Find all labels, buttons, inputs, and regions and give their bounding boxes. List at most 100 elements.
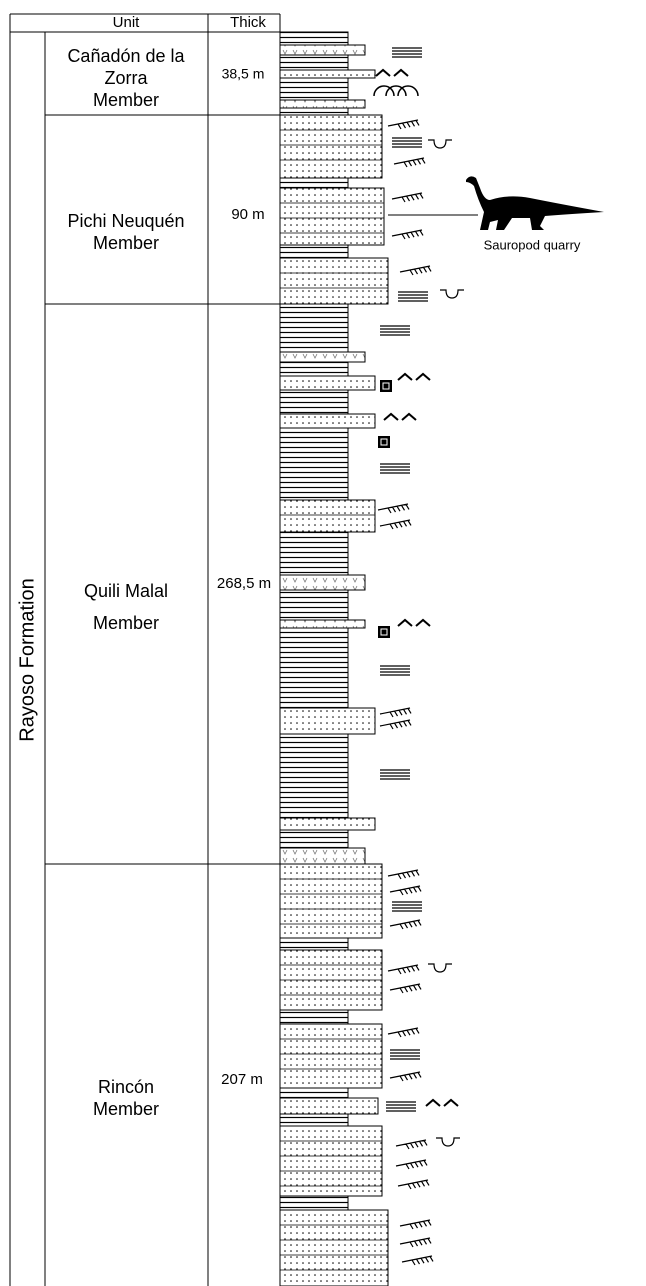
mudstone-bed <box>279 177 349 189</box>
sandstone-bed <box>279 499 376 533</box>
mudstone-bed <box>279 531 349 576</box>
tuff-bed <box>279 44 366 56</box>
tuff-bed <box>279 351 366 363</box>
cross-bedding-symbol <box>391 229 424 240</box>
mudstone-bed <box>279 244 349 259</box>
header-thick: Thick <box>230 14 266 31</box>
mudstone-bed <box>279 627 349 709</box>
mudstone-bed <box>279 361 349 377</box>
thickness: 38,5 m <box>222 66 265 82</box>
mudstone-bed <box>279 107 349 116</box>
cube-symbol <box>378 626 390 638</box>
cross-bedding-symbol <box>389 1071 422 1082</box>
mudstone-bed <box>279 1087 349 1099</box>
sandstone-bed <box>279 187 385 246</box>
chevron-symbol <box>397 372 431 381</box>
cross-bedding-symbol <box>387 964 420 975</box>
mudstone-bed <box>279 733 349 819</box>
sandstone-bed <box>279 257 389 305</box>
cube-symbol <box>380 380 392 392</box>
sandstone-bed <box>279 375 376 391</box>
cube-symbol <box>380 628 388 636</box>
chevron-symbol <box>397 618 431 627</box>
sandstone-bed <box>279 114 383 179</box>
cross-bedding-symbol <box>397 1179 430 1190</box>
member-name: Member <box>93 613 159 633</box>
sandstone-bed <box>279 817 376 831</box>
cube-symbol <box>382 382 390 390</box>
member-name: Pichi Neuquén <box>67 211 184 231</box>
cross-bedding-symbol <box>387 119 420 130</box>
sauropod-silhouette <box>466 176 604 230</box>
member-name: Member <box>93 1099 159 1119</box>
chevron-symbol <box>383 412 417 421</box>
tuff-bed <box>279 99 366 109</box>
sandstone-bed <box>279 69 376 79</box>
burrow-symbol <box>440 289 464 299</box>
sandstone-bed <box>279 1097 379 1115</box>
member-name: Rincón <box>98 1077 154 1097</box>
chevron-symbol <box>375 68 409 77</box>
cross-bedding-symbol <box>377 503 410 514</box>
annotation: Sauropod quarry <box>484 237 581 252</box>
sandstone-bed <box>279 413 376 429</box>
mudstone-bed <box>279 589 349 621</box>
thickness: 207 m <box>221 1071 263 1088</box>
tuff-bed <box>279 574 366 591</box>
member-name: Member <box>93 233 159 253</box>
cross-bedding-symbol <box>399 265 432 276</box>
sandstone-bed <box>279 1125 383 1197</box>
cross-bedding-symbol <box>379 519 412 530</box>
formation-label: Rayoso Formation <box>16 578 38 741</box>
mudstone-bed <box>279 389 349 415</box>
mudstone-bed <box>279 303 349 353</box>
cross-bedding-symbol <box>401 1255 434 1266</box>
cross-bedding-symbol <box>389 983 422 994</box>
member-name: Member <box>93 90 159 110</box>
tuff-bed <box>279 847 366 865</box>
member-name: Zorra <box>104 68 148 88</box>
thickness: 268,5 m <box>217 575 271 592</box>
mudstone-bed <box>279 1009 349 1025</box>
mudstone-bed <box>279 427 349 501</box>
cross-bedding-symbol <box>399 1237 432 1248</box>
cross-bedding-symbol <box>393 157 426 168</box>
sandstone-bed <box>279 1023 383 1089</box>
cross-bedding-symbol <box>389 885 422 896</box>
mudstone-bed <box>279 1113 349 1127</box>
stromatolite-symbol <box>373 85 395 97</box>
mudstone-bed <box>279 937 349 951</box>
chevron-symbol <box>425 1098 459 1107</box>
cross-bedding-symbol <box>387 1027 420 1038</box>
member-name: Cañadón de la <box>67 46 185 66</box>
burrow-symbol <box>436 1137 460 1147</box>
mudstone-bed <box>279 1195 349 1211</box>
cross-bedding-symbol <box>399 1219 432 1230</box>
cross-bedding-symbol <box>391 192 424 203</box>
cross-bedding-symbol <box>379 719 412 730</box>
cross-bedding-symbol <box>395 1159 428 1170</box>
cube-symbol <box>378 436 390 448</box>
burrow-symbol <box>428 963 452 973</box>
cross-bedding-symbol <box>387 869 420 880</box>
mudstone-bed <box>279 31 349 46</box>
cross-bedding-symbol <box>389 919 422 930</box>
mudstone-bed <box>279 77 349 101</box>
cube-symbol <box>380 438 388 446</box>
cross-bedding-symbol <box>395 1139 428 1150</box>
member-name: Quili Malal <box>84 581 168 601</box>
sandstone-bed <box>279 863 383 939</box>
mudstone-bed <box>279 829 349 849</box>
burrow-symbol <box>428 139 452 149</box>
tuff-bed <box>279 619 366 629</box>
sandstone-bed <box>279 707 376 735</box>
thickness: 90 m <box>231 206 264 223</box>
mudstone-bed <box>279 54 349 71</box>
stromatolite-symbol <box>385 85 407 97</box>
cross-bedding-symbol <box>379 707 412 718</box>
sandstone-bed <box>279 1209 389 1286</box>
header-unit: Unit <box>113 14 141 31</box>
